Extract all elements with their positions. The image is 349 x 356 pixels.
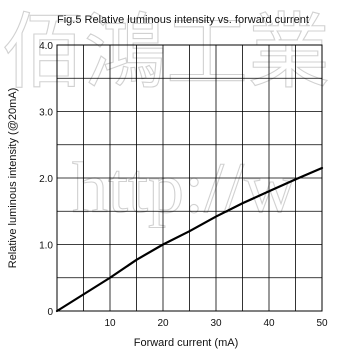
x-tick-label: 10 <box>104 318 116 329</box>
y-tick-label: 0 <box>47 307 53 318</box>
tick-layer: 10 20 30 40 50 0 1.0 2.0 3.0 4.0 <box>39 41 328 329</box>
x-tick-label: 20 <box>157 318 169 329</box>
y-tick-label: 2.0 <box>39 174 53 185</box>
x-axis-label: Forward current (mA) <box>134 337 239 349</box>
x-tick-label: 40 <box>263 318 275 329</box>
watermark-layer: 佰鴻工業 http://w <box>1 6 330 228</box>
x-tick-label: 50 <box>316 318 328 329</box>
chart-title: Fig.5 Relative luminous intensity vs. fo… <box>57 14 309 26</box>
y-axis-label: Relative luminous intensity (@20mA) <box>7 88 19 269</box>
watermark-chinese: 佰鴻工業 <box>2 7 330 98</box>
x-tick-label: 30 <box>210 318 222 329</box>
y-tick-label: 3.0 <box>39 108 53 119</box>
grid-layer <box>56 44 323 312</box>
watermark-url: http://w <box>72 148 296 228</box>
plot-layer <box>55 166 324 313</box>
intensity-curve <box>55 166 324 313</box>
y-tick-label: 1.0 <box>39 241 53 252</box>
y-tick-label: 4.0 <box>39 41 53 52</box>
